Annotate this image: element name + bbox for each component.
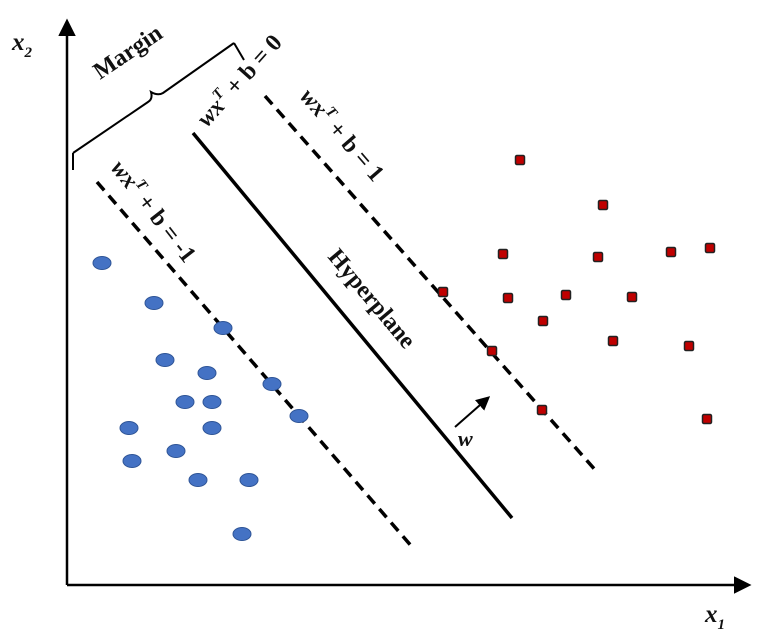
square-point xyxy=(683,340,695,352)
center-equation: wxT + b = 0 xyxy=(191,29,288,132)
square-point xyxy=(537,315,549,327)
circle-point xyxy=(213,321,233,335)
square-point xyxy=(665,246,677,258)
square-point xyxy=(437,286,449,298)
circle-point xyxy=(175,395,195,409)
circle-point xyxy=(202,395,222,409)
square-point xyxy=(536,404,548,416)
square-point xyxy=(514,154,526,166)
square-point xyxy=(560,289,572,301)
square-point xyxy=(704,242,716,254)
margin-brace xyxy=(72,42,245,170)
square-point xyxy=(626,291,638,303)
hyperplane-label: Hyperplane xyxy=(322,244,420,354)
square-point xyxy=(701,413,713,425)
circle-point xyxy=(262,377,282,391)
hyperplane-line xyxy=(191,131,514,520)
y-axis-label: x2 xyxy=(11,29,33,61)
upper-margin-line xyxy=(263,94,599,474)
circle-point xyxy=(92,256,112,270)
normal-vector-arrow xyxy=(454,396,491,428)
square-point xyxy=(497,248,509,260)
circle-point xyxy=(239,473,259,487)
circle-point xyxy=(289,409,309,423)
circle-point xyxy=(202,421,222,435)
positive-class-points xyxy=(437,154,716,425)
circle-point xyxy=(166,444,186,458)
circle-point xyxy=(122,454,142,468)
circle-point xyxy=(144,296,164,310)
square-point xyxy=(597,199,609,211)
circle-point xyxy=(155,353,175,367)
circle-point xyxy=(119,421,139,435)
lower-margin-line xyxy=(95,180,415,550)
upper-equation: wxT + b = 1 xyxy=(294,83,390,187)
square-point xyxy=(486,345,498,357)
square-point xyxy=(607,335,619,347)
circle-point xyxy=(232,527,252,541)
negative-class-points xyxy=(92,256,309,541)
normal-vector-label: w xyxy=(458,426,473,451)
margin-label: Margin xyxy=(89,20,168,85)
square-point xyxy=(502,292,514,304)
circle-point xyxy=(188,473,208,487)
x-axis-label: x1 xyxy=(704,601,725,633)
square-point xyxy=(592,251,604,263)
circle-point xyxy=(197,366,217,380)
